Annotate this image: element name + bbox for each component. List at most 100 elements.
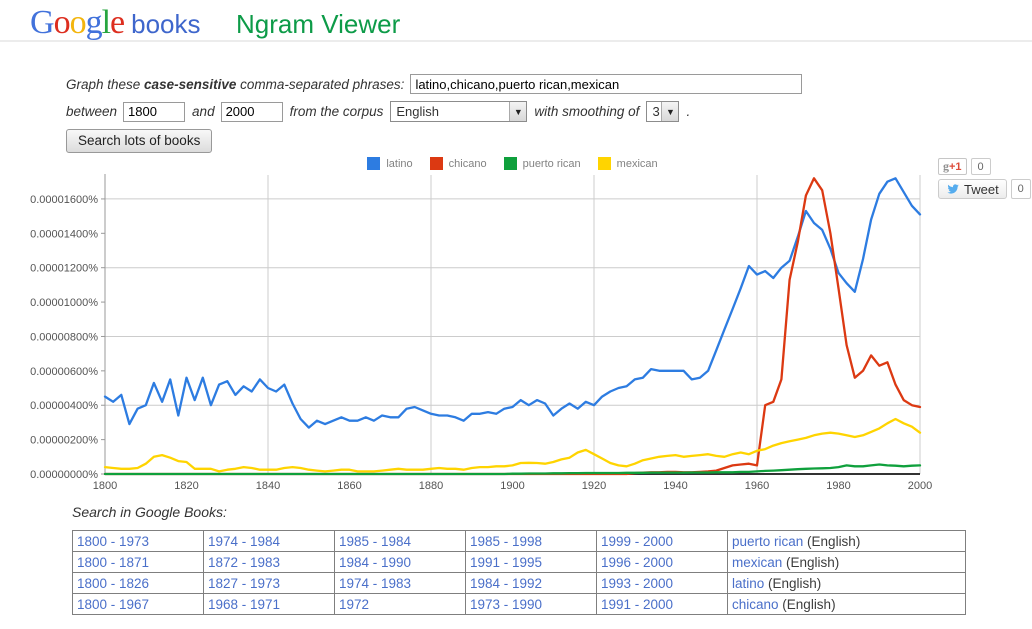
smoothing-select-value: 3 [652,104,660,119]
query-form: Graph these case-sensitive comma-separat… [66,74,803,153]
y-tick-label: 0.00000600% [30,366,98,378]
range-link[interactable]: 1985 - 1998 [470,533,543,549]
search-in-google-books-heading: Search in Google Books: [72,504,227,520]
phrase-cell: latino (English) [727,572,966,594]
legend-swatch [503,157,517,170]
logo-letter: G [30,4,55,41]
range-link[interactable]: 1827 - 1973 [208,575,281,591]
logo-letter: g [85,4,103,41]
phrase-input[interactable] [410,74,803,94]
twitter-bird-icon [947,184,959,194]
range-cell: 1800 - 1826 [72,572,204,594]
range-cell: 1974 - 1984 [203,530,335,552]
phrase-link[interactable]: chicano [732,596,779,612]
y-tick-label: 0.00000000% [30,469,98,481]
range-link[interactable]: 1991 - 2000 [601,596,674,612]
range-cell: 1800 - 1871 [72,551,204,573]
end-year-input[interactable] [220,101,283,122]
range-link[interactable]: 1974 - 1984 [208,533,281,549]
range-link[interactable]: 1800 - 1871 [77,554,150,570]
smoothing-select[interactable]: 3 ▼ [646,101,680,122]
range-cell: 1985 - 1998 [465,530,597,552]
range-link[interactable]: 1985 - 1984 [339,533,412,549]
plusone-count[interactable]: 0 [970,158,991,175]
logo-letter: e [110,4,125,41]
legend-item-puerto-rican: puerto rican [503,157,581,170]
logo-letter: o [53,4,71,41]
table-row: 1800 - 1973 1974 - 1984 1985 - 1984 1985 - … [72,530,966,552]
range-link[interactable]: 1996 - 2000 [601,554,674,570]
legend-label: chicano [448,157,487,170]
range-cell: 1974 - 1983 [334,572,466,594]
range-cell: 1984 - 1990 [334,551,466,573]
range-link[interactable]: 1968 - 1971 [208,596,281,612]
y-tick-label: 0.00001200% [30,263,98,275]
x-tick-label: 1980 [826,480,850,492]
range-link[interactable]: 1984 - 1990 [339,554,412,570]
search-lots-of-books-button[interactable]: Search lots of books [66,129,213,153]
plusone-label: +1 [949,160,962,173]
plusone-row: g +1 0 [938,158,1030,175]
range-link[interactable]: 1800 - 1973 [77,533,150,549]
y-tick-label: 0.00001600% [30,194,98,206]
range-link[interactable]: 1972 [339,596,370,612]
phrase-link[interactable]: mexican [732,554,783,570]
tweet-count[interactable]: 0 [1010,179,1031,199]
start-year-input[interactable] [123,101,186,122]
x-tick-label: 1940 [663,480,687,492]
books-table-body: 1800 - 1973 1974 - 1984 1985 - 1984 1985 - … [72,530,966,615]
google-logo-word: Google [30,4,125,42]
y-tick-label: 0.00000200% [30,435,98,447]
legend-swatch [597,157,611,170]
chevron-down-icon: ▼ [661,102,679,121]
legend-item-chicano: chicano [429,157,487,170]
range-link[interactable]: 1974 - 1983 [339,575,412,591]
legend-label: puerto rican [522,157,581,170]
range-link[interactable]: 1800 - 1826 [77,575,150,591]
range-link[interactable]: 1999 - 2000 [601,533,674,549]
google-plusone-button[interactable]: g +1 [938,158,967,175]
range-cell: 1827 - 1973 [203,572,335,594]
logo-letter: o [69,4,87,41]
corpus-suffix: (English) [782,554,840,570]
x-tick-label: 2000 [908,480,932,492]
phrase-link[interactable]: puerto rican [732,533,804,549]
x-tick-label: 1820 [174,480,198,492]
corpus-select-value: English [396,104,440,119]
google-books-logo[interactable]: Google books [30,4,201,42]
range-cell: 1872 - 1983 [203,551,335,573]
phrase-cell: chicano (English) [727,593,966,615]
range-link[interactable]: 1872 - 1983 [208,554,281,570]
legend-label: mexican [616,157,658,170]
tweet-button[interactable]: Tweet [938,179,1007,199]
chart-legend: latino chicano puerto rican mexican [105,157,920,170]
series-line-mexican [103,417,922,473]
phrase-row: Graph these case-sensitive comma-separat… [66,74,803,94]
corpus-select[interactable]: English ▼ [390,101,528,122]
range-link[interactable]: 1993 - 2000 [601,575,674,591]
options-row: between and from the corpus English ▼ wi… [66,101,802,122]
logo-letter: l [101,4,112,41]
tweet-row: Tweet 0 [938,179,1031,199]
case-sensitive-label: case-sensitive [144,76,237,92]
y-tick-label: 0.00000800% [30,331,98,343]
chevron-down-icon: ▼ [509,102,527,121]
range-cell: 1800 - 1973 [72,530,204,552]
smoothing-label: with smoothing of [534,104,640,119]
phrase-link[interactable]: latino [732,575,765,591]
period-label: . [686,104,691,119]
range-link[interactable]: 1991 - 1995 [470,554,543,570]
range-cell: 1984 - 1992 [465,572,597,594]
range-cell: 1973 - 1990 [465,593,597,615]
range-link[interactable]: 1800 - 1967 [77,596,150,612]
x-tick-label: 1920 [582,480,606,492]
range-link[interactable]: 1973 - 1990 [470,596,543,612]
range-cell: 1993 - 2000 [596,572,728,594]
range-link[interactable]: 1984 - 1992 [470,575,543,591]
social-buttons: g +1 0 Tweet 0 [938,158,1031,203]
x-tick-label: 1800 [93,480,117,492]
books-ranges-table: 1800 - 1973 1974 - 1984 1985 - 1984 1985 - … [72,530,966,615]
header: Google books Ngram Viewer [0,0,1032,42]
ngram-chart: 0.00000000% 0.00000200% 0.00000400% 0.00000… [30,174,932,492]
range-cell: 1800 - 1967 [72,593,204,615]
